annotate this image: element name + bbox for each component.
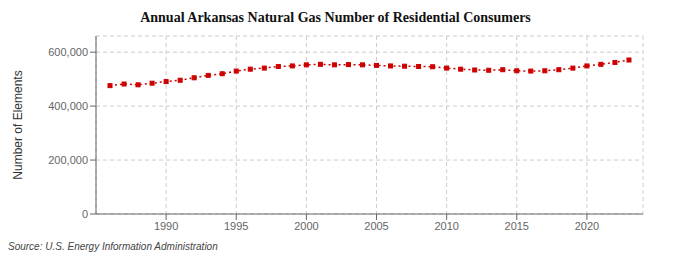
html-text:Source: U.S. Energy Informatio: Source: U.S. Energy Information Administ… xyxy=(8,241,218,252)
svg-text:2015: 2015 xyxy=(505,220,529,232)
svg-text:600,000: 600,000 xyxy=(48,46,88,58)
svg-text:0: 0 xyxy=(82,208,88,220)
svg-text:2005: 2005 xyxy=(364,220,388,232)
svg-text:2020: 2020 xyxy=(575,220,599,232)
svg-text:2010: 2010 xyxy=(434,220,458,232)
html-text:Annual Arkansas Natural Gas Nu: Annual Arkansas Natural Gas Number of Re… xyxy=(140,10,531,25)
svg-text:200,000: 200,000 xyxy=(48,154,88,166)
svg-text:400,000: 400,000 xyxy=(48,100,88,112)
svg-text:1990: 1990 xyxy=(154,220,178,232)
svg-text:Number of Elements: Number of Elements xyxy=(11,70,25,179)
svg-text:2000: 2000 xyxy=(294,220,318,232)
svg-text:1995: 1995 xyxy=(224,220,248,232)
